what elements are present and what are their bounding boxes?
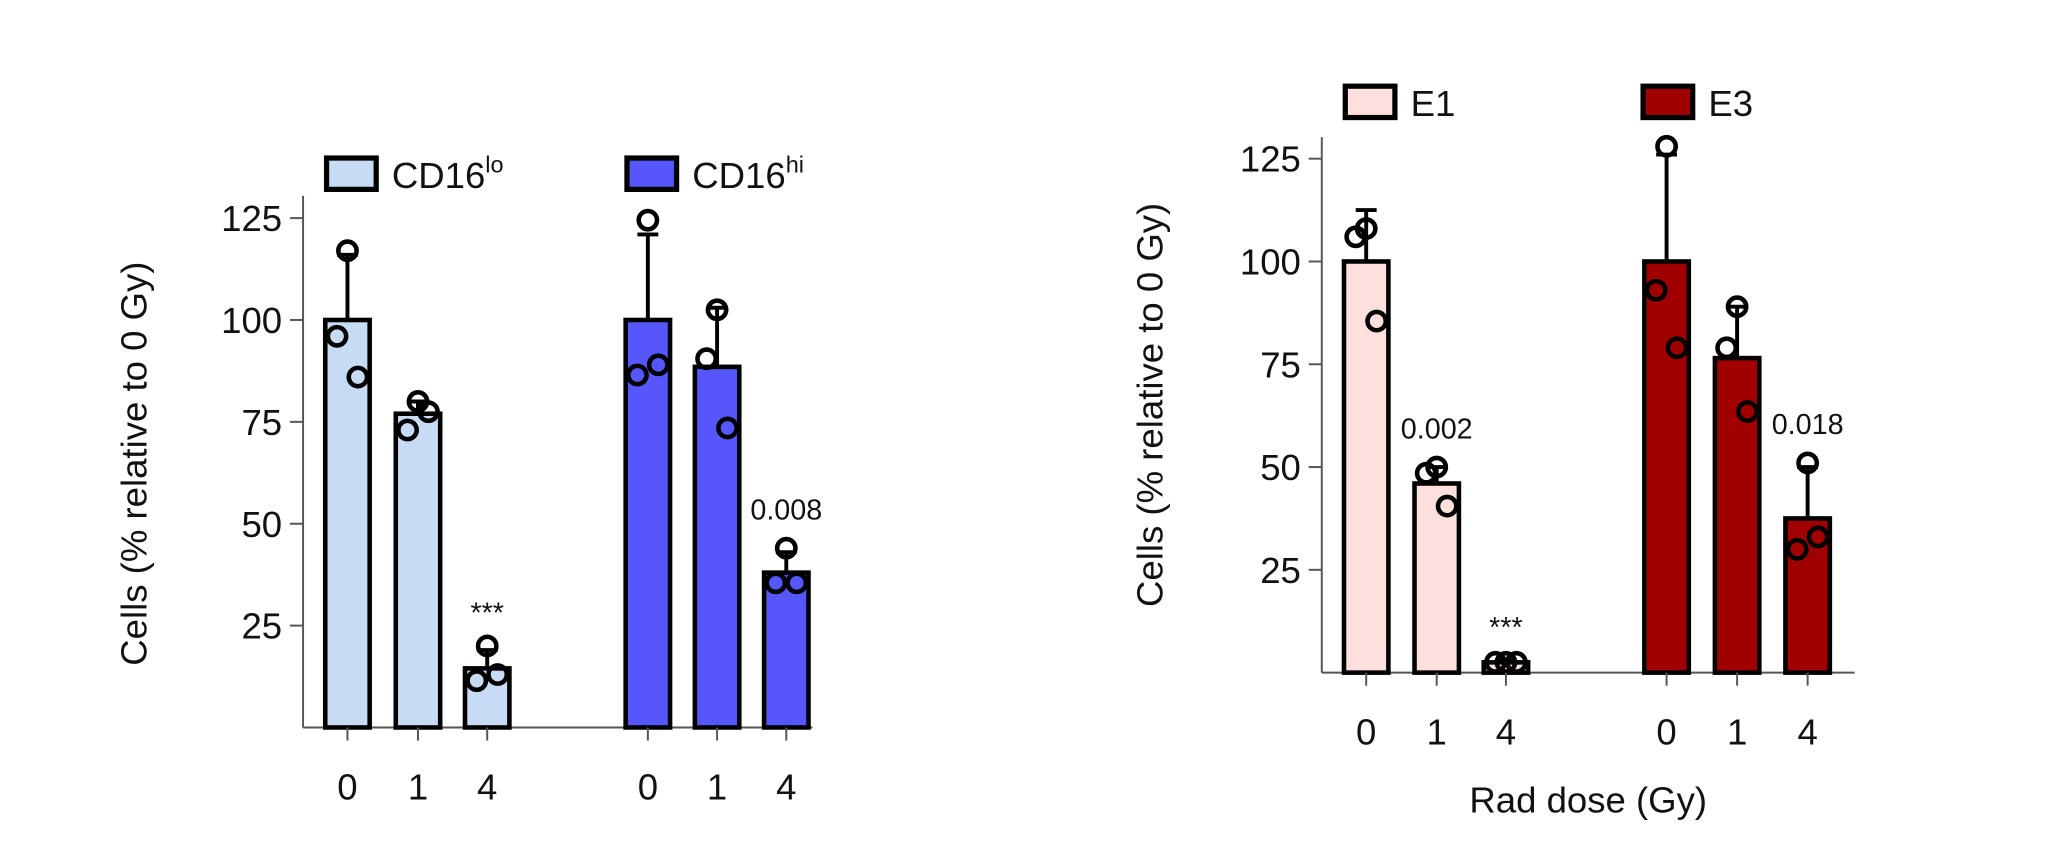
x-tick-label: 0: [1656, 711, 1676, 752]
data-point: [1725, 295, 1749, 319]
data-point: [396, 418, 419, 442]
x-tick-label: 4: [776, 766, 796, 807]
data-point: [1644, 278, 1668, 302]
y-tick-label: 25: [242, 606, 283, 647]
data-point: [325, 324, 349, 348]
y-tick-label: 125: [1240, 139, 1301, 180]
legend-label-name: CD16: [692, 155, 785, 196]
y-tick-label: 125: [221, 198, 282, 239]
data-point: [1365, 309, 1389, 333]
data-point: [1435, 494, 1459, 518]
data-point: [346, 365, 370, 389]
legend-label: E3: [1708, 83, 1753, 124]
legend-label-name: E1: [1411, 83, 1456, 124]
data-point: [774, 536, 798, 560]
y-tick-label: 25: [1260, 550, 1301, 591]
legend-swatch: [624, 155, 680, 192]
y-tick-label: 75: [242, 402, 283, 443]
y-axis-label: Cells (% relative to 0 Gy): [1129, 203, 1170, 607]
data-point: [486, 663, 510, 686]
data-point: [1414, 461, 1438, 485]
data-point: [336, 239, 359, 263]
y-tick-label: 75: [1260, 344, 1301, 385]
significance-annotation: 0.008: [750, 494, 822, 526]
x-tick-label: 1: [1727, 711, 1747, 752]
data-point: [705, 298, 729, 322]
data-point: [785, 571, 809, 595]
y-tick-label: 50: [1260, 447, 1301, 488]
legend-label-name: CD16: [392, 155, 485, 196]
x-axis-label: Rad dose (Gy): [1469, 779, 1707, 820]
legend-label-superscript: hi: [786, 151, 804, 177]
y-axis-label: Cells (% relative to 0 Gy): [113, 262, 154, 666]
data-point: [1484, 650, 1507, 674]
data-point: [1494, 650, 1518, 674]
x-tick-label: 0: [1356, 711, 1376, 752]
data-point: [475, 634, 499, 658]
x-tick-label: 4: [477, 766, 497, 807]
bar: [761, 570, 811, 730]
data-point: [1655, 134, 1679, 158]
data-point: [625, 363, 649, 387]
legend-swatch: [1342, 83, 1398, 121]
data-point: [636, 208, 660, 232]
x-tick-label: 1: [408, 766, 428, 807]
x-tick-label: 0: [337, 766, 357, 807]
bar: [322, 317, 372, 730]
x-tick-label: 4: [1496, 711, 1516, 752]
x-tick-label: 1: [707, 766, 727, 807]
data-point: [1504, 650, 1528, 674]
data-point: [646, 353, 670, 377]
x-tick-label: 4: [1797, 711, 1817, 752]
data-point: [1344, 225, 1368, 249]
data-point: [1796, 451, 1820, 475]
x-tick-label: 0: [638, 766, 658, 807]
data-point: [1785, 537, 1809, 561]
bar: [1642, 259, 1692, 675]
y-tick-label: 50: [242, 504, 283, 545]
legend-swatch: [1640, 83, 1696, 121]
data-point: [716, 416, 739, 440]
data-point: [1715, 336, 1739, 360]
legend-label: E1: [1411, 83, 1456, 124]
x-tick-label: 1: [1427, 711, 1447, 752]
data-point: [1665, 336, 1689, 360]
y-tick-label: 100: [1240, 242, 1301, 283]
data-point: [695, 347, 719, 371]
legend-label: CD16lo: [392, 151, 504, 196]
legend-label: CD16hi: [692, 151, 804, 196]
data-point: [465, 669, 489, 693]
y-tick-label: 100: [221, 300, 282, 341]
legend-label-superscript: lo: [485, 151, 503, 177]
bar: [623, 317, 673, 730]
significance-annotation: 0.018: [1772, 409, 1844, 441]
data-point: [1806, 525, 1830, 549]
data-point: [1736, 400, 1759, 423]
legend-swatch: [323, 155, 379, 192]
data-point: [764, 571, 788, 595]
data-point: [417, 400, 440, 424]
legend-label-name: E3: [1708, 83, 1753, 124]
bar: [393, 411, 443, 730]
significance-annotation: ***: [1489, 612, 1523, 644]
significance-annotation: ***: [470, 597, 504, 629]
significance-annotation: 0.002: [1401, 413, 1473, 445]
